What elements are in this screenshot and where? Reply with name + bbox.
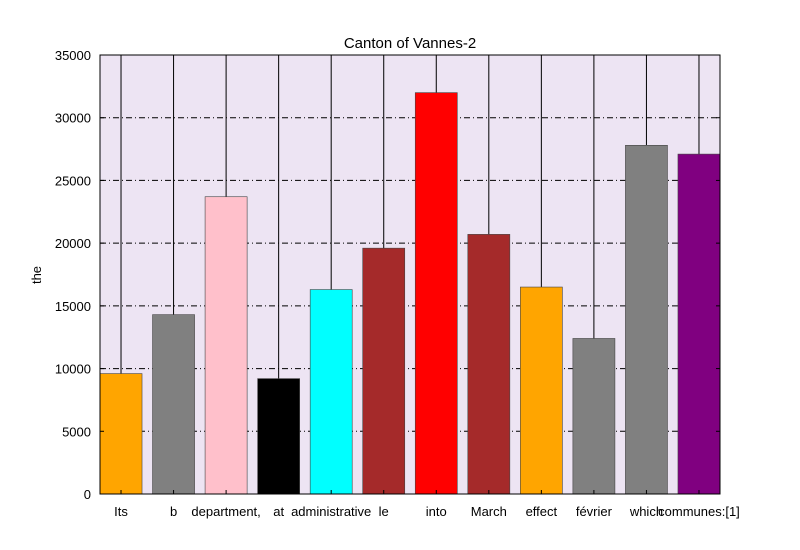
x-tick-label: communes:[1] — [658, 504, 740, 519]
bar — [414, 92, 458, 495]
y-tick-label: 35000 — [55, 48, 91, 63]
x-tick-label: février — [576, 504, 613, 519]
chart-title: Canton of Vannes-2 — [344, 35, 476, 52]
bar — [257, 378, 300, 495]
x-tick-label: Its — [114, 504, 128, 519]
x-tick-label: into — [426, 504, 447, 519]
y-axis-ticks: 0 5000 10000 15000 20000 25000 30000 35000 — [55, 48, 720, 502]
bar — [309, 289, 353, 495]
plot-frame — [99, 54, 721, 495]
bar — [625, 145, 668, 495]
x-tick-label: le — [379, 504, 389, 519]
x-tick-label: department, — [191, 504, 260, 519]
bar — [362, 247, 406, 495]
y-tick-label: 25000 — [55, 173, 91, 188]
y-tick-label: 20000 — [55, 236, 91, 251]
bar — [572, 338, 616, 495]
x-tick-label: administrative — [291, 504, 371, 519]
y-axis-label: the — [29, 266, 44, 284]
x-tick-label: b — [170, 504, 177, 519]
bar — [99, 373, 143, 495]
bars — [99, 92, 721, 495]
bar — [520, 286, 563, 495]
bar — [152, 314, 195, 495]
x-tick-label: which — [629, 504, 663, 519]
plot-background — [100, 55, 720, 494]
bar — [204, 196, 248, 495]
y-tick-label: 0 — [84, 487, 91, 502]
y-tick-label: 10000 — [55, 362, 91, 377]
y-tick-label: 30000 — [55, 111, 91, 126]
x-tick-label: at — [273, 504, 284, 519]
y-tick-label: 5000 — [62, 424, 91, 439]
x-axis-ticks: Its b department, at administrative le into Mar… — [114, 490, 740, 519]
bar — [677, 153, 721, 495]
x-tick-label: March — [471, 504, 507, 519]
x-tick-label: effect — [526, 504, 558, 519]
bar — [467, 234, 511, 495]
y-tick-label: 15000 — [55, 299, 91, 314]
